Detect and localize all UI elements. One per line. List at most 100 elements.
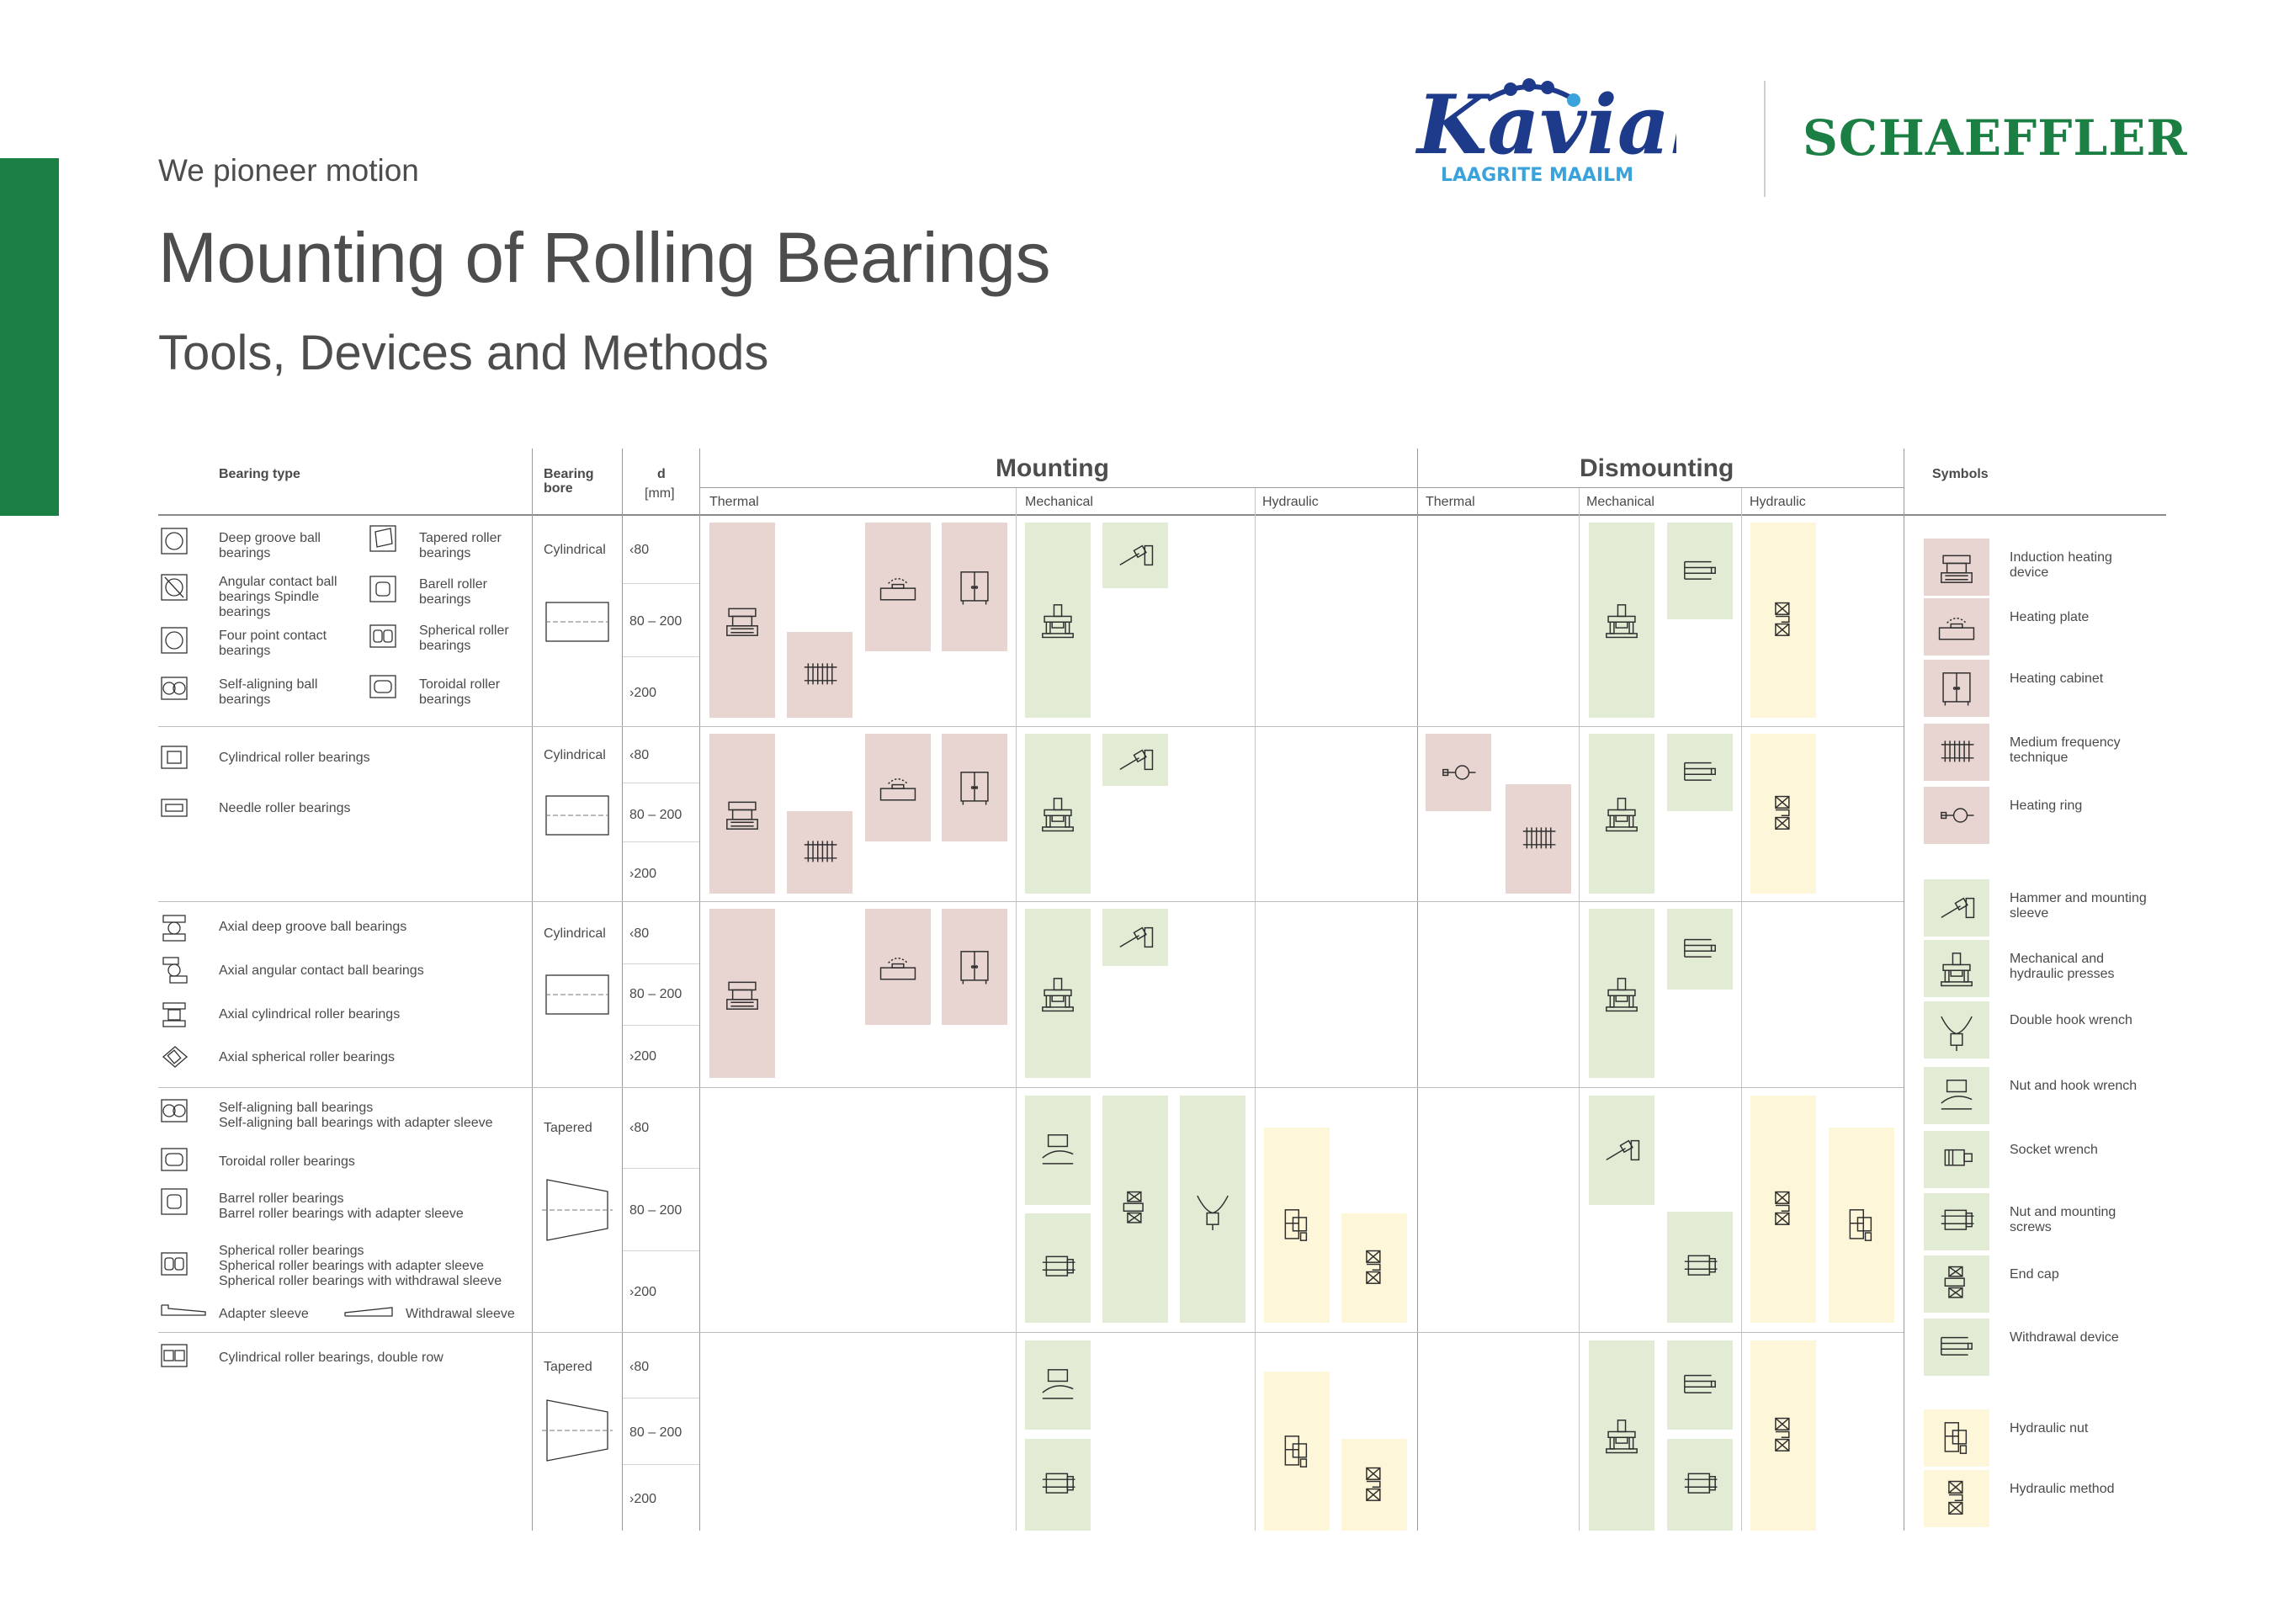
method-cell [1750, 523, 1816, 718]
bearing-type-label: Tapered roller bearings [419, 531, 502, 560]
method-cell [1180, 1096, 1245, 1323]
method-cell [1589, 1096, 1654, 1205]
barrel-roller-bearing-icon [160, 1186, 189, 1221]
size-separator [623, 1168, 699, 1169]
end-cap-icon [1123, 1191, 1144, 1223]
hammer-icon [1119, 926, 1154, 948]
cylindrical-bore-icon [545, 602, 609, 642]
symbol-label: Mechanical and hydraulic presses [2010, 952, 2115, 981]
induction-heater-icon [726, 801, 758, 830]
method-cell [1102, 734, 1168, 786]
press-icon [1924, 940, 1989, 997]
method-cell [1589, 909, 1654, 1078]
bearing-type-label: Needle roller bearings [219, 801, 351, 815]
size-label: ‹80 [629, 748, 650, 762]
size-label: ‹80 [629, 543, 650, 557]
mounting-screws-icon [1042, 1473, 1075, 1494]
bearing-type-label: Toroidal roller bearings [219, 1154, 355, 1169]
method-cell [1025, 909, 1091, 1078]
toroidal-roller-bearing-icon [160, 1144, 189, 1179]
bearing-type-label: Self-aligning ball bearings [219, 677, 318, 707]
method-cell [1264, 1128, 1330, 1323]
medium-frequency-icon [1522, 827, 1556, 849]
bearing-type-label: Barell roller bearings [419, 577, 487, 607]
method-cell [1025, 1213, 1091, 1323]
method-cell [1025, 1340, 1091, 1430]
hammer-icon [1119, 544, 1154, 566]
size-separator [623, 1025, 699, 1026]
method-cell [1667, 523, 1733, 619]
bearing-type-label: Cylindrical roller bearings, double row [219, 1351, 443, 1365]
method-cell [1667, 1212, 1733, 1323]
bore-label: Cylindrical [544, 926, 606, 941]
symbol-label: Medium frequency technique [2010, 735, 2121, 765]
divider-mounting-dismounting [1417, 448, 1418, 1531]
hydraulic-method-icon [1924, 1470, 1989, 1527]
header-d-unit: [mm] [645, 486, 675, 501]
mounting-screws-icon [1684, 1255, 1718, 1276]
header-dismounting: Dismounting [1580, 454, 1734, 482]
withdrawal-device-icon [1924, 1319, 1989, 1376]
press-icon [1042, 798, 1074, 832]
heating-plate-icon [1924, 598, 1989, 655]
axial-cylindrical-bearing-icon [160, 1000, 189, 1034]
size-separator [623, 1464, 699, 1465]
size-label: 80 – 200 [629, 808, 682, 822]
subheader-mount-mechanical: Mechanical [1025, 495, 1093, 509]
medium-frequency-icon [804, 841, 837, 862]
heating-plate-icon [879, 778, 916, 801]
bearing-type-label: Barrel roller bearings [219, 1191, 344, 1206]
withdrawal-device-icon [1684, 560, 1716, 580]
method-cell [787, 632, 852, 718]
heating-cabinet-icon [960, 772, 989, 805]
bearing-type-label: Spherical roller bearings with adapter s… [219, 1259, 484, 1273]
method-cell [865, 523, 931, 651]
withdrawal-device-icon [1684, 1374, 1716, 1393]
group-separator [158, 726, 1904, 727]
divider-mount-thermal-mech [1016, 488, 1017, 1531]
spherical-roller-bearing-icon [160, 1249, 189, 1283]
withdrawal-device-icon [1684, 938, 1716, 958]
method-cell [1667, 734, 1733, 811]
header-symbols: Symbols [1932, 467, 1989, 481]
size-label: ›200 [629, 867, 657, 881]
svg-text:LAAGRITE MAAILM: LAAGRITE MAAILM [1441, 165, 1633, 186]
hammer-icon [1606, 1139, 1640, 1161]
symbol-label: Double hook wrench [2010, 1013, 2132, 1027]
hook-wrench-icon [1042, 1134, 1074, 1165]
symbol-label: Hydraulic method [2010, 1482, 2115, 1496]
divider-d-mounting [699, 448, 700, 1531]
method-cell [1102, 523, 1168, 588]
tapered-roller-bearing-icon [369, 523, 397, 558]
angular-contact-bearing-icon [160, 572, 189, 607]
bearing-type-label: Four point contact bearings [219, 629, 327, 658]
press-icon [1042, 604, 1074, 639]
heating-plate-icon [879, 577, 916, 601]
size-separator [623, 656, 699, 657]
hydraulic-method-icon [1366, 1467, 1381, 1501]
svg-text:Kavial: Kavial [1415, 77, 1676, 172]
double-hook-wrench-icon [1924, 1001, 1989, 1059]
toroidal-roller-bearing-icon [369, 671, 397, 706]
method-cell [1264, 1372, 1330, 1531]
spherical-roller-bearing-icon [369, 621, 397, 655]
heating-cabinet-icon [960, 951, 989, 984]
hydraulic-method-icon [1775, 1417, 1790, 1452]
hydraulic-nut-icon [1284, 1435, 1308, 1467]
tapered-bore-icon [542, 1179, 613, 1241]
induction-heater-icon [1924, 539, 1989, 596]
size-label: ›200 [629, 686, 657, 700]
heating-ring-icon [1442, 765, 1476, 780]
size-separator [623, 1250, 699, 1251]
size-label: ‹80 [629, 1121, 650, 1135]
size-label: ›200 [629, 1049, 657, 1064]
hydraulic-method-icon [1775, 1191, 1790, 1225]
deep-groove-ball-bearing-icon [160, 526, 189, 560]
bearing-type-label: Self-aligning ball bearings with adapter… [219, 1116, 493, 1130]
subheader-dismount-hydraulic: Hydraulic [1750, 495, 1806, 509]
method-cell [787, 811, 852, 894]
size-separator [623, 841, 699, 842]
method-cell [1589, 734, 1654, 894]
heating-ring-icon [1924, 787, 1989, 844]
subheader-dismount-thermal: Thermal [1426, 495, 1475, 509]
